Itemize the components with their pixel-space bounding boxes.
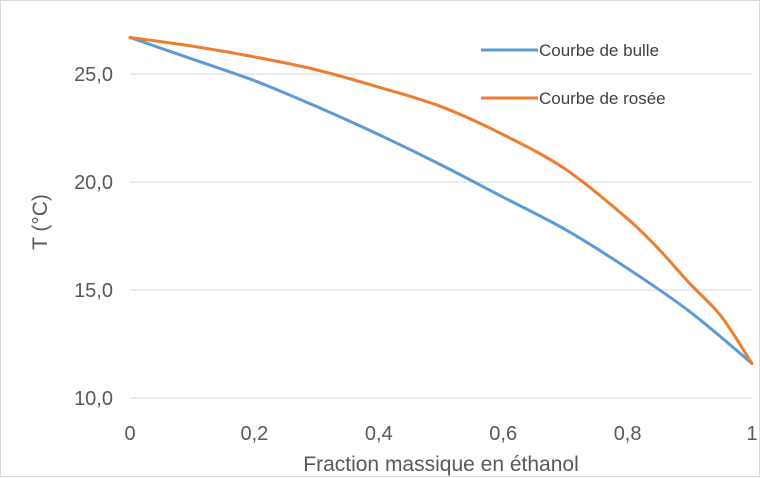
series-line-bulle — [128, 35, 754, 365]
y-tick-label: 25,0 — [74, 64, 113, 86]
y-tick-label: 15,0 — [74, 280, 113, 302]
legend-label: Courbe de rosée — [539, 89, 666, 108]
y-tick-label: 10,0 — [74, 388, 113, 410]
y-axis-title: T (°C) — [29, 194, 52, 250]
x-tick-label: 1 — [746, 423, 757, 445]
x-tick-label: 0,4 — [365, 423, 393, 445]
legend-label: Courbe de bulle — [539, 41, 659, 60]
x-tick-label: 0 — [124, 423, 135, 445]
x-tick-label: 0,2 — [240, 423, 268, 445]
y-tick-label: 20,0 — [74, 172, 113, 194]
series-layer — [128, 35, 754, 365]
x-tick-label: 0,6 — [489, 423, 517, 445]
x-tick-label: 0,8 — [614, 423, 642, 445]
x-axis-title: Fraction massique en éthanol — [303, 453, 579, 476]
legend: Courbe de bulle Courbe de rosée — [481, 41, 666, 108]
tick-labels: 10,0 15,0 20,0 25,0 0 0,2 0,4 0,6 0,8 1 — [74, 64, 758, 445]
series-line-rosee — [128, 35, 754, 365]
